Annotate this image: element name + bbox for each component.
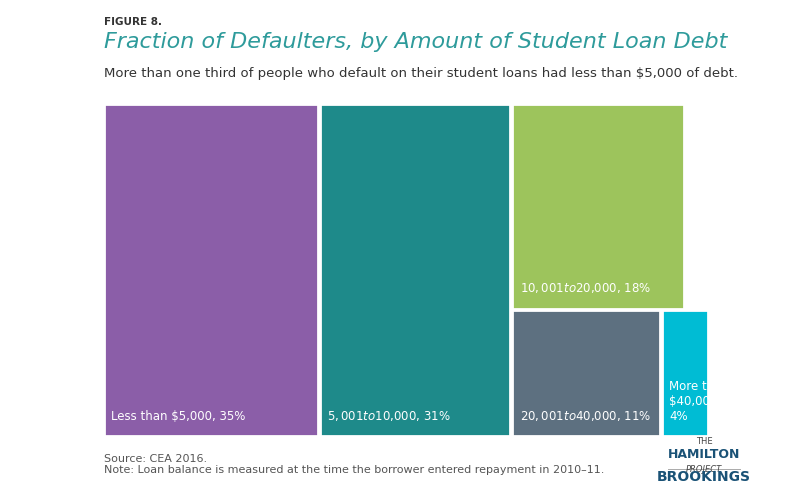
Bar [104, 104, 318, 436]
Text: Fraction of Defaulters, by Amount of Student Loan Debt: Fraction of Defaulters, by Amount of Stu… [104, 32, 727, 52]
Bar [512, 310, 660, 436]
Bar [662, 310, 708, 436]
Text: HAMILTON: HAMILTON [668, 448, 740, 461]
Text: $10,001 to $20,000, 18%: $10,001 to $20,000, 18% [519, 281, 650, 295]
Text: THE: THE [696, 437, 712, 446]
Text: PROJECT: PROJECT [686, 465, 722, 474]
Text: More than
$40,000,
4%: More than $40,000, 4% [670, 380, 730, 423]
Bar [320, 104, 510, 436]
Bar [512, 104, 685, 309]
Text: Less than $5,000, 35%: Less than $5,000, 35% [111, 410, 246, 423]
Text: Note: Loan balance is measured at the time the borrower entered repayment in 201: Note: Loan balance is measured at the ti… [104, 465, 604, 475]
Text: More than one third of people who default on their student loans had less than $: More than one third of people who defaul… [104, 67, 738, 80]
Text: Source: CEA 2016.: Source: CEA 2016. [104, 454, 207, 464]
Text: FIGURE 8.: FIGURE 8. [104, 17, 162, 27]
Text: BROOKINGS: BROOKINGS [657, 470, 751, 484]
Text: $5,001 to $10,000, 31%: $5,001 to $10,000, 31% [327, 409, 451, 423]
Text: $20,001 to $40,000, 11%: $20,001 to $40,000, 11% [519, 409, 650, 423]
